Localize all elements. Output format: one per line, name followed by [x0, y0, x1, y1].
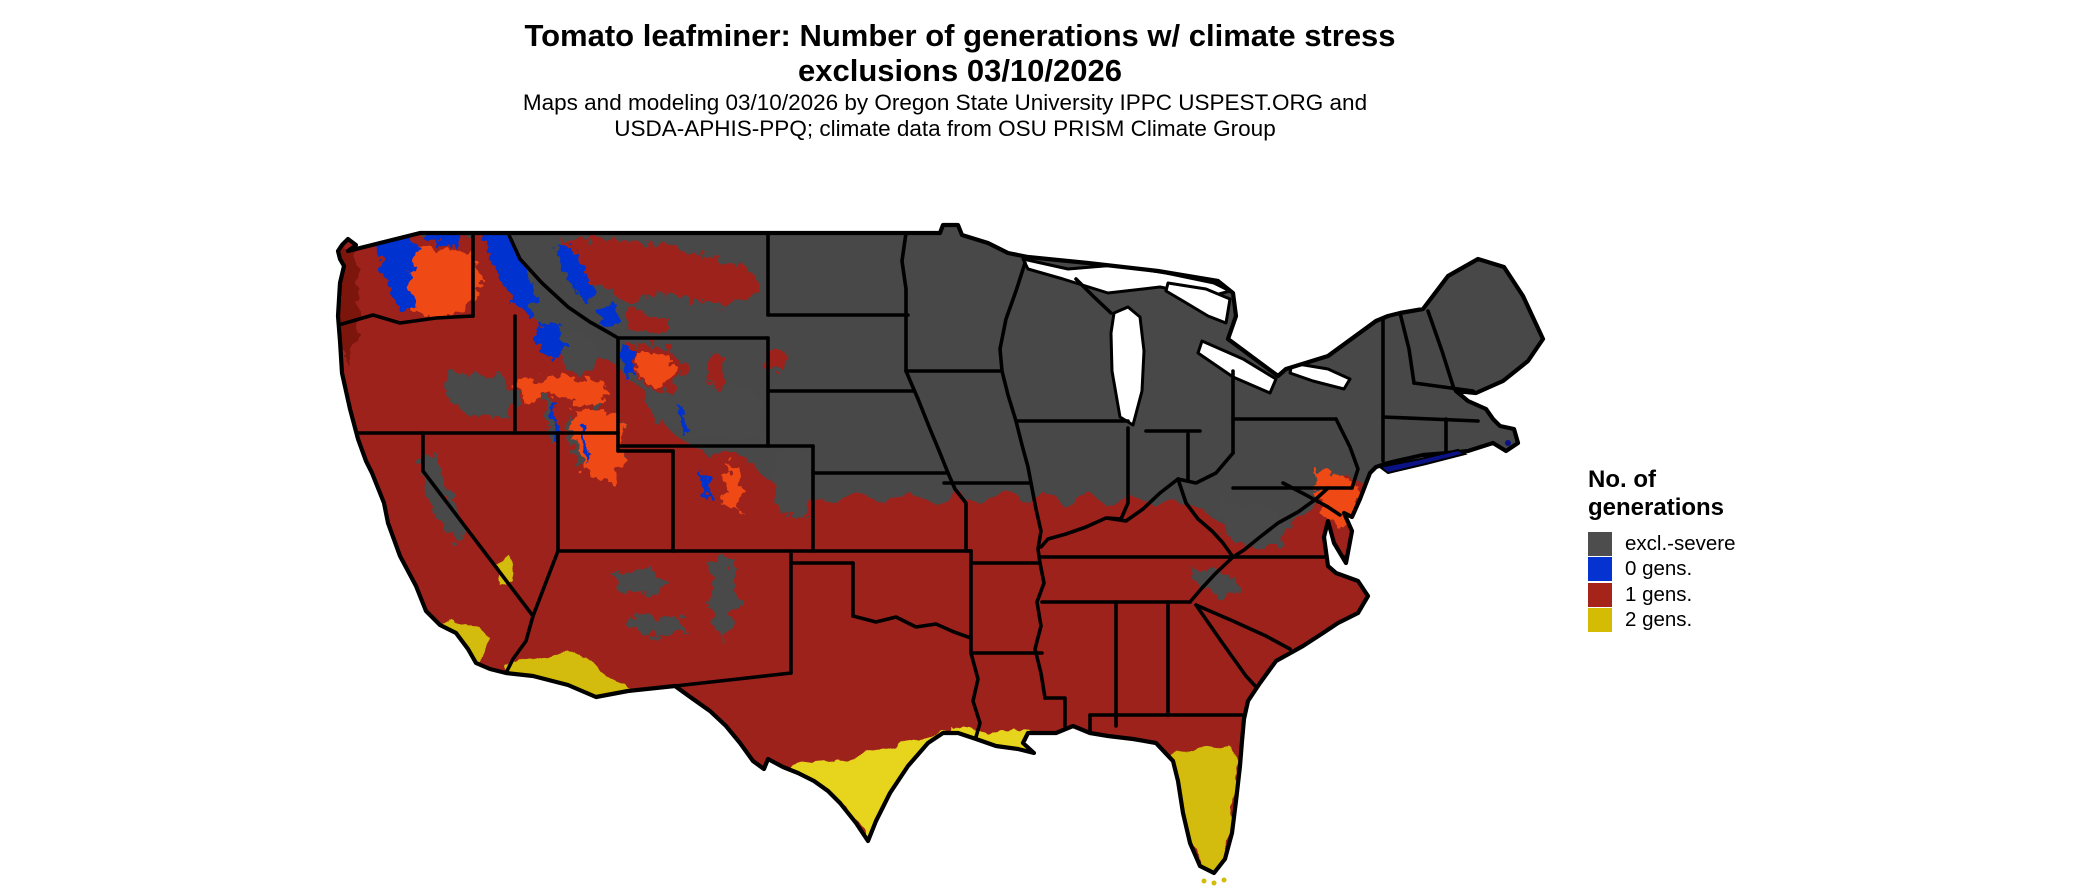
legend-items: excl.-severe 0 gens. 1 gens. 2 gens.	[1588, 531, 1848, 633]
great-lakes	[1021, 257, 1352, 427]
us-map-svg	[328, 221, 1558, 886]
lake-ontario	[1288, 361, 1352, 391]
legend-title-line2: generations	[1588, 494, 1725, 521]
legend-label-2-gens: 2 gens.	[1625, 608, 1693, 632]
lake-erie	[1196, 339, 1278, 395]
state-boundaries	[338, 231, 1480, 739]
legend-item-excl-severe: excl.-severe	[1588, 531, 1848, 557]
legend-title-line1: No. of	[1588, 466, 1656, 493]
map-title: Tomato leafminer: Number of generations …	[0, 18, 1920, 88]
lake-huron	[1164, 281, 1232, 325]
map-subtitle-line1: Maps and modeling 03/10/2026 by Oregon S…	[522, 90, 1368, 115]
legend-label-0-gens: 0 gens.	[1625, 557, 1693, 581]
map-title-line2: exclusions 03/10/2026	[797, 53, 1122, 88]
map-legend: No. of generations excl.-severe 0 gens. …	[1588, 466, 1848, 633]
legend-item-1-gens: 1 gens.	[1588, 582, 1848, 608]
map-subtitle-line2: USDA-APHIS-PPQ; climate data from OSU PR…	[614, 116, 1276, 141]
legend-swatch-1-gens	[1588, 582, 1612, 607]
legend-item-2-gens: 2 gens.	[1588, 608, 1848, 634]
lake-michigan	[1109, 305, 1146, 427]
florida-keys	[1201, 877, 1227, 886]
map-raster-layers	[338, 225, 1543, 873]
legend-item-0-gens: 0 gens.	[1588, 557, 1848, 583]
region-0gen-patches	[378, 225, 711, 501]
legend-label-excl-severe: excl.-severe	[1625, 531, 1736, 555]
legend-swatch-excl-severe	[1588, 531, 1612, 556]
us-generations-map	[328, 221, 1558, 892]
legend-swatch-2-gens	[1588, 608, 1612, 633]
legend-label-1-gens: 1 gens.	[1625, 582, 1693, 606]
map-subtitle: Maps and modeling 03/10/2026 by Oregon S…	[0, 90, 1890, 142]
map-title-line1: Tomato leafminer: Number of generations …	[524, 18, 1396, 53]
cape-cod-fleck	[1505, 440, 1511, 446]
long-island	[1377, 448, 1468, 475]
legend-swatch-0-gens	[1588, 557, 1612, 582]
